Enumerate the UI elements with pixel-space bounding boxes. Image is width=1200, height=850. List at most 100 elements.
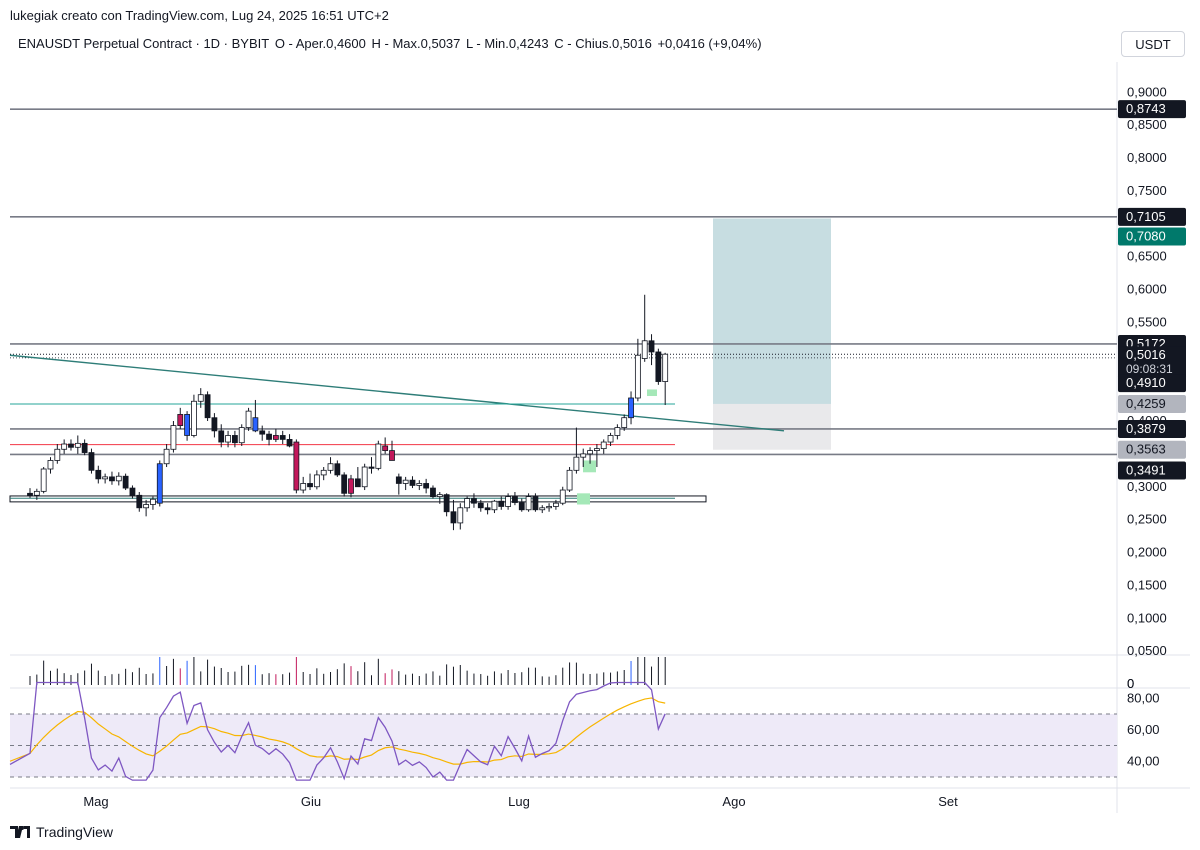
rsi-line (9, 681, 666, 781)
x-tick-label: Mag (83, 794, 108, 809)
candle-body (327, 463, 334, 471)
volume-tick-label: 0 (1127, 676, 1134, 691)
y-tick-label: 0,9000 (1127, 84, 1167, 99)
candle-body (573, 456, 580, 471)
candle-body (402, 479, 409, 484)
x-tick-label: Lug (508, 794, 530, 809)
candle-body (279, 435, 286, 440)
trendline (9, 354, 785, 432)
candle-body (436, 494, 443, 498)
candle-body (505, 496, 512, 507)
currency-button[interactable]: USDT (1121, 31, 1185, 57)
candle-body (245, 410, 252, 428)
candle-body (539, 507, 546, 511)
candle-body (525, 496, 532, 511)
stop-zone (713, 403, 831, 450)
signal-block (583, 460, 596, 473)
footer-brand: TradingView (10, 824, 113, 840)
candle-body (143, 504, 150, 509)
y-tick-label: 0,1000 (1127, 610, 1167, 625)
price-label-box (1118, 440, 1186, 459)
candle-body (409, 479, 416, 486)
price-label-text: 0,7105 (1126, 209, 1166, 224)
candle-body (641, 340, 648, 359)
x-tick-label: Ago (722, 794, 745, 809)
candle-body (648, 340, 655, 353)
candle-body (491, 500, 498, 511)
candle-body (74, 442, 81, 448)
candle-body (334, 463, 341, 476)
candle-body (238, 427, 245, 444)
y-tick-label: 0,0500 (1127, 643, 1167, 658)
candle-body (286, 439, 293, 447)
y-tick-label: 0 (1127, 676, 1134, 691)
y-tick-label: 0,5500 (1127, 314, 1167, 329)
candle-body (115, 475, 122, 482)
rsi-tick-label: 60,00 (1127, 722, 1160, 737)
candle-body (477, 502, 484, 509)
y-tick-label: 0,1500 (1127, 577, 1167, 592)
candle-body (628, 397, 634, 419)
candle-body (81, 442, 88, 453)
candle-body (225, 435, 231, 443)
y-tick-label: 0,2500 (1127, 512, 1167, 527)
symbol-line: ENAUSDT Perpetual Contract · 1D · BYBIT (18, 36, 270, 51)
candle-body (546, 506, 552, 509)
candle-body (272, 435, 279, 440)
ohlc-high: H - Max.0,5037 (371, 36, 461, 51)
candle-body (368, 466, 375, 469)
candle-body (395, 476, 402, 484)
candle-body (532, 496, 539, 511)
candle-body (559, 489, 566, 504)
candle-body (464, 498, 471, 509)
candle-body (375, 443, 382, 469)
target-zone (713, 218, 831, 404)
x-tick-label: Giu (301, 794, 321, 809)
candle-body (136, 494, 143, 509)
candle-body (313, 474, 320, 488)
attribution-text: lukegiak creato con TradingView.com, Lug… (10, 8, 389, 23)
candle-body (662, 353, 669, 382)
price-label-box (1118, 419, 1186, 438)
candle-body (33, 490, 40, 496)
candle-body (580, 453, 587, 458)
ohlc-change: +0,0416 (+9,04%) (657, 36, 762, 51)
candle-body (300, 483, 307, 491)
price-label-box (1118, 461, 1186, 480)
candle-body (197, 394, 204, 402)
candle-body (600, 441, 607, 450)
price-label-text: 0,4259 (1126, 396, 1166, 411)
candle-body (47, 460, 54, 470)
candle-body (259, 430, 266, 435)
candle-body (150, 498, 156, 505)
price-label-text: 0,5016 (1126, 347, 1166, 362)
candle-body (163, 448, 170, 465)
candle-body (266, 433, 272, 440)
candle-body (607, 435, 614, 443)
candle-body (348, 478, 354, 494)
rsi-ma-line (9, 697, 666, 765)
price-label-text: 0,8743 (1126, 101, 1166, 116)
candle-body (184, 414, 190, 436)
price-label-box (1118, 346, 1186, 379)
tradingview-logo-icon (10, 826, 30, 838)
x-tick-label: Set (938, 794, 958, 809)
candle-body (293, 441, 300, 491)
candle-body (95, 469, 102, 480)
ohlc-close: C - Chius.0,5016 (554, 36, 652, 51)
candle-body (88, 452, 95, 471)
candle-body (593, 448, 600, 451)
price-label-box (1118, 374, 1186, 393)
symbol-info: ENAUSDT Perpetual Contract · 1D · BYBIT … (18, 36, 764, 51)
candle-body (191, 400, 197, 436)
price-label-box (1118, 207, 1186, 226)
ohlc-low: L - Min.0,4243 (466, 36, 549, 51)
candle-body (231, 435, 238, 444)
candle-body (423, 483, 430, 489)
candle-body (587, 450, 593, 455)
candle-body (450, 511, 457, 524)
ohlc-open: O - Aper.0,4600 (274, 36, 366, 51)
candle-body (518, 502, 525, 511)
candle-body (54, 448, 61, 461)
